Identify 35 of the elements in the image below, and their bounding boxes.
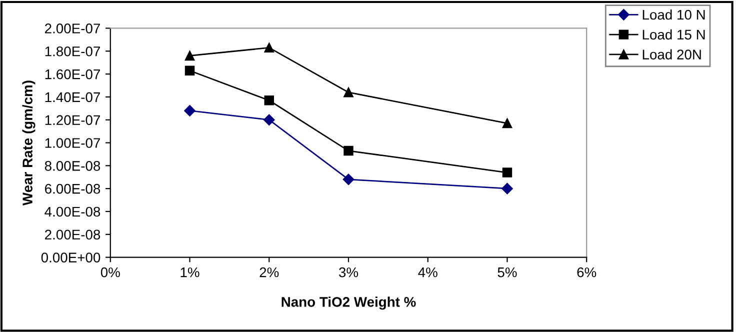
y-tick-label: 1.80E-07 (45, 46, 100, 56)
y-tick-label: 6.00E-08 (45, 184, 100, 194)
point (342, 174, 354, 186)
point (184, 50, 195, 61)
point (264, 114, 275, 126)
x-tick-label: 0% (100, 267, 120, 278)
y-tick-label: 8.00E-08 (44, 161, 100, 171)
y-tick-label: 1.40E-07 (45, 92, 100, 102)
point (344, 146, 354, 156)
point (264, 96, 274, 106)
y-tick-label: 1.00E-07 (45, 138, 100, 148)
legend-label: Load 10 N (642, 9, 705, 20)
y-tick-label: 2.00E-08 (45, 230, 100, 240)
x-tick-label: 5% (498, 267, 517, 278)
point (502, 182, 513, 194)
point (184, 66, 195, 76)
x-tick-label: 4% (418, 267, 438, 278)
point (344, 88, 354, 98)
legend-label: Load 20N (642, 49, 701, 60)
x-tick-label: 3% (338, 267, 358, 278)
y-tick-label: 1.20E-07 (45, 115, 100, 126)
x-tick-label: 6% (577, 267, 596, 278)
y-tick-label: 1.60E-07 (45, 69, 100, 80)
legend-label: Load 15 N (642, 29, 705, 40)
point (502, 118, 512, 128)
point (502, 168, 512, 178)
y-tick-label: 0.00E+00 (41, 252, 100, 262)
x-tick-label: 1% (180, 267, 200, 278)
x-axis-title: Nano TiO2 Weight % (282, 296, 416, 310)
x-tick-label: 2% (260, 267, 279, 278)
y-tick-label: 4.00E-08 (44, 206, 100, 217)
y-axis-title: Wear Rate (gm/cm) (22, 80, 36, 206)
point (184, 105, 196, 116)
point (264, 42, 274, 53)
y-tick-label: 2.00E-07 (45, 24, 100, 34)
